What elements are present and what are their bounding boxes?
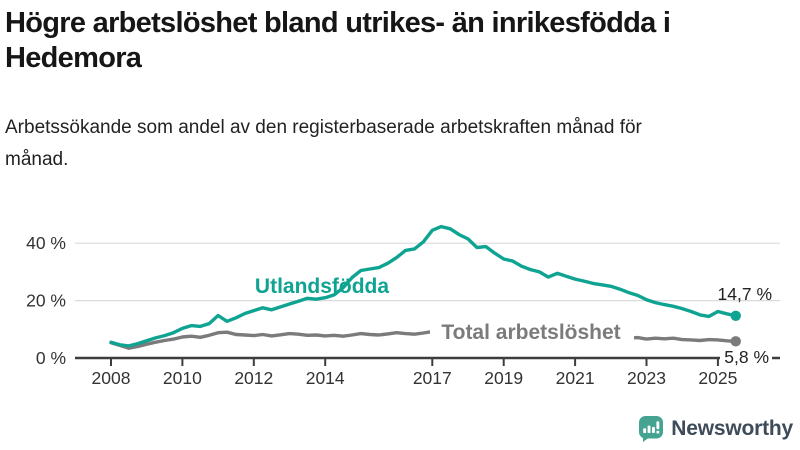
series-label: Total arbetslöshet (441, 321, 620, 344)
x-axis-tick-label: 2023 (627, 368, 666, 388)
series-end-value-label: 14,7 % (718, 284, 772, 304)
x-axis-tick-label: 2012 (234, 368, 273, 388)
chart-subtitle: Arbetssökande som andel av den registerb… (5, 117, 642, 170)
x-axis-tick-label: 2010 (163, 368, 202, 388)
series-label-backdrop (430, 321, 634, 343)
x-axis-tick-label: 2021 (556, 368, 595, 388)
series-end-value-label: 5,8 % (724, 347, 769, 367)
chart-title: Högre arbetslöshet bland utrikes- än inr… (5, 7, 671, 74)
series-label: Utlandsfödda (255, 275, 389, 298)
series-line-utlandsf-dda (109, 224, 738, 348)
y-axis-tick-label: 20 % (26, 291, 66, 311)
x-axis-tick-label: 2008 (92, 368, 131, 388)
series-line-total-arbetsl-shet (109, 328, 738, 350)
x-axis-tick-label: 2025 (698, 368, 737, 388)
newsworthy-icon (639, 416, 664, 442)
x-axis-tick-label: 2014 (306, 368, 345, 388)
end-label-backdrop (720, 348, 772, 366)
y-axis-tick-label: 0 % (36, 348, 66, 368)
newsworthy-wordmark: Newsworthy (671, 416, 793, 440)
y-axis-tick-label: 40 % (26, 233, 66, 253)
newsworthy-logo: Newsworthy (638, 415, 793, 442)
series-end-dot (730, 336, 741, 347)
series-end-dot (730, 310, 741, 322)
x-axis-tick-label: 2019 (484, 368, 523, 388)
x-axis-tick-label: 2017 (413, 368, 452, 388)
